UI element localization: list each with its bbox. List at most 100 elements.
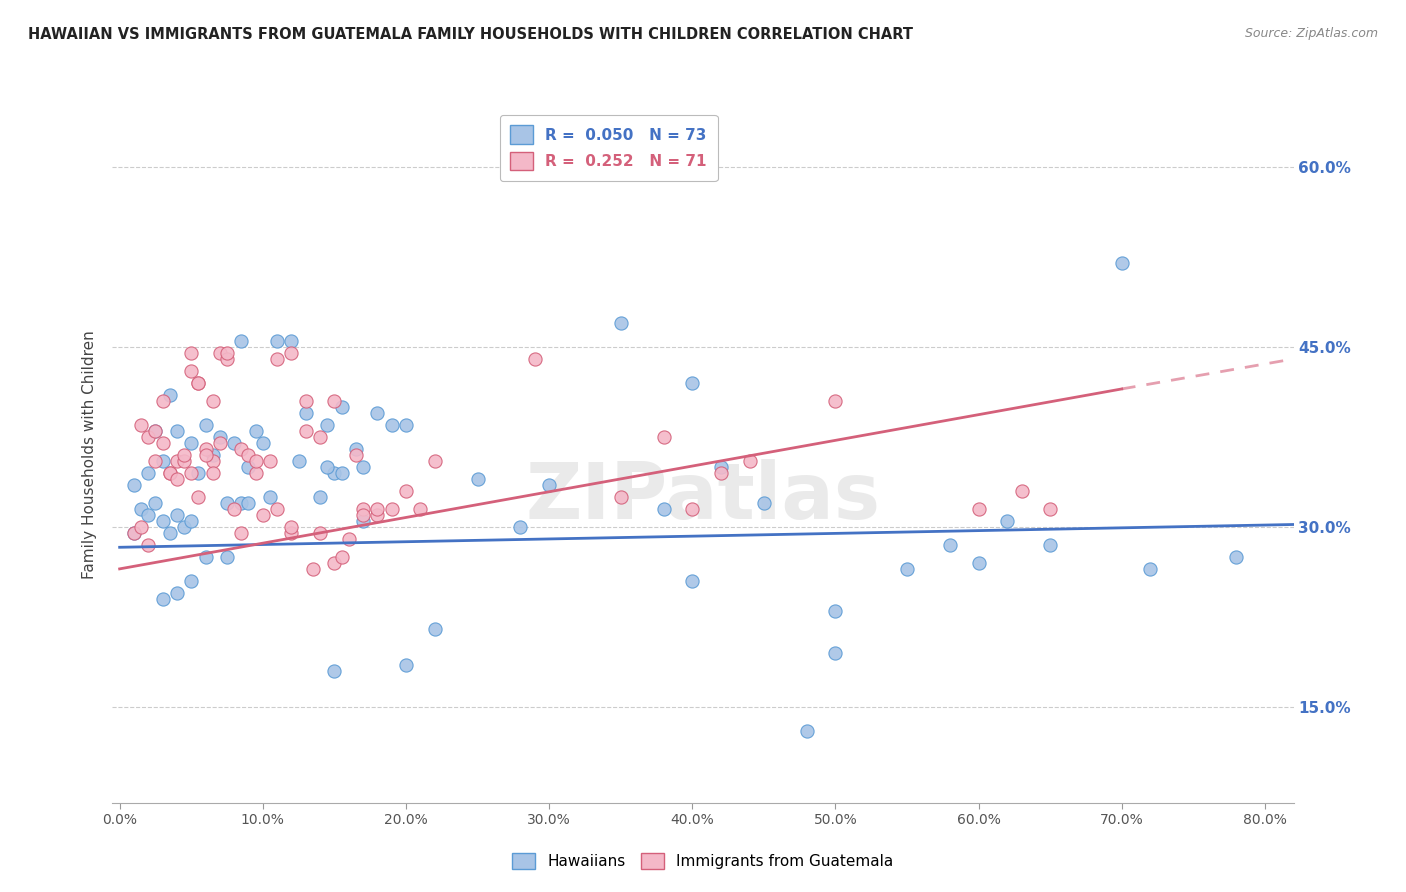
Point <box>152 514 174 528</box>
Point <box>245 466 267 480</box>
Point <box>796 723 818 738</box>
Point <box>166 472 188 486</box>
Point <box>280 520 302 534</box>
Point <box>316 417 339 432</box>
Point <box>152 436 174 450</box>
Point <box>752 496 775 510</box>
Point <box>330 400 353 414</box>
Point <box>152 454 174 468</box>
Point <box>208 346 231 360</box>
Point <box>159 466 181 480</box>
Point <box>323 466 346 480</box>
Point <box>215 346 238 360</box>
Point <box>145 424 167 438</box>
Point <box>395 483 418 498</box>
Point <box>173 448 195 462</box>
Point <box>266 502 288 516</box>
Point <box>129 520 152 534</box>
Point <box>201 466 224 480</box>
Point <box>231 496 253 510</box>
Point <box>166 454 188 468</box>
Point <box>145 496 167 510</box>
Point <box>208 430 231 444</box>
Point <box>609 316 631 330</box>
Point <box>259 454 281 468</box>
Point <box>681 502 703 516</box>
Point <box>967 556 990 570</box>
Point <box>159 466 181 480</box>
Point <box>366 508 388 522</box>
Point <box>423 454 446 468</box>
Point <box>738 454 761 468</box>
Point <box>967 502 990 516</box>
Point <box>366 406 388 420</box>
Point <box>136 538 159 552</box>
Point <box>231 442 253 456</box>
Point <box>538 478 561 492</box>
Point <box>252 436 274 450</box>
Point <box>238 448 260 462</box>
Point <box>187 490 209 504</box>
Point <box>159 388 181 402</box>
Point <box>323 393 346 408</box>
Text: Source: ZipAtlas.com: Source: ZipAtlas.com <box>1244 27 1378 40</box>
Point <box>652 430 675 444</box>
Point <box>366 502 388 516</box>
Point <box>381 502 404 516</box>
Point <box>681 376 703 390</box>
Point <box>266 334 288 348</box>
Point <box>710 466 733 480</box>
Point <box>287 454 309 468</box>
Point <box>166 508 188 522</box>
Point <box>252 508 274 522</box>
Point <box>245 424 267 438</box>
Point <box>194 417 217 432</box>
Y-axis label: Family Households with Children: Family Households with Children <box>82 331 97 579</box>
Point <box>152 591 174 606</box>
Point <box>352 508 374 522</box>
Point <box>995 514 1018 528</box>
Point <box>136 430 159 444</box>
Point <box>609 490 631 504</box>
Point <box>423 622 446 636</box>
Point <box>330 466 353 480</box>
Point <box>352 459 374 474</box>
Point <box>1139 562 1161 576</box>
Legend: R =  0.050   N = 73, R =  0.252   N = 71: R = 0.050 N = 73, R = 0.252 N = 71 <box>499 115 717 181</box>
Point <box>939 538 962 552</box>
Point <box>180 436 202 450</box>
Point <box>316 459 339 474</box>
Point <box>122 478 145 492</box>
Point <box>215 496 238 510</box>
Point <box>159 525 181 540</box>
Point <box>330 549 353 564</box>
Point <box>395 657 418 672</box>
Point <box>215 351 238 366</box>
Point <box>122 525 145 540</box>
Point <box>173 454 195 468</box>
Point <box>381 417 404 432</box>
Point <box>201 454 224 468</box>
Point <box>259 490 281 504</box>
Point <box>194 448 217 462</box>
Point <box>180 466 202 480</box>
Point <box>681 574 703 588</box>
Text: ZIPatlas: ZIPatlas <box>526 458 880 534</box>
Point <box>294 424 316 438</box>
Point <box>352 502 374 516</box>
Point <box>352 514 374 528</box>
Text: HAWAIIAN VS IMMIGRANTS FROM GUATEMALA FAMILY HOUSEHOLDS WITH CHILDREN CORRELATIO: HAWAIIAN VS IMMIGRANTS FROM GUATEMALA FA… <box>28 27 912 42</box>
Point <box>136 508 159 522</box>
Point <box>280 525 302 540</box>
Point <box>824 646 846 660</box>
Point <box>395 417 418 432</box>
Point <box>710 459 733 474</box>
Point <box>337 532 360 546</box>
Point <box>136 466 159 480</box>
Point <box>302 562 325 576</box>
Point <box>187 466 209 480</box>
Point <box>238 496 260 510</box>
Point <box>180 364 202 378</box>
Point <box>1111 256 1133 270</box>
Point <box>129 502 152 516</box>
